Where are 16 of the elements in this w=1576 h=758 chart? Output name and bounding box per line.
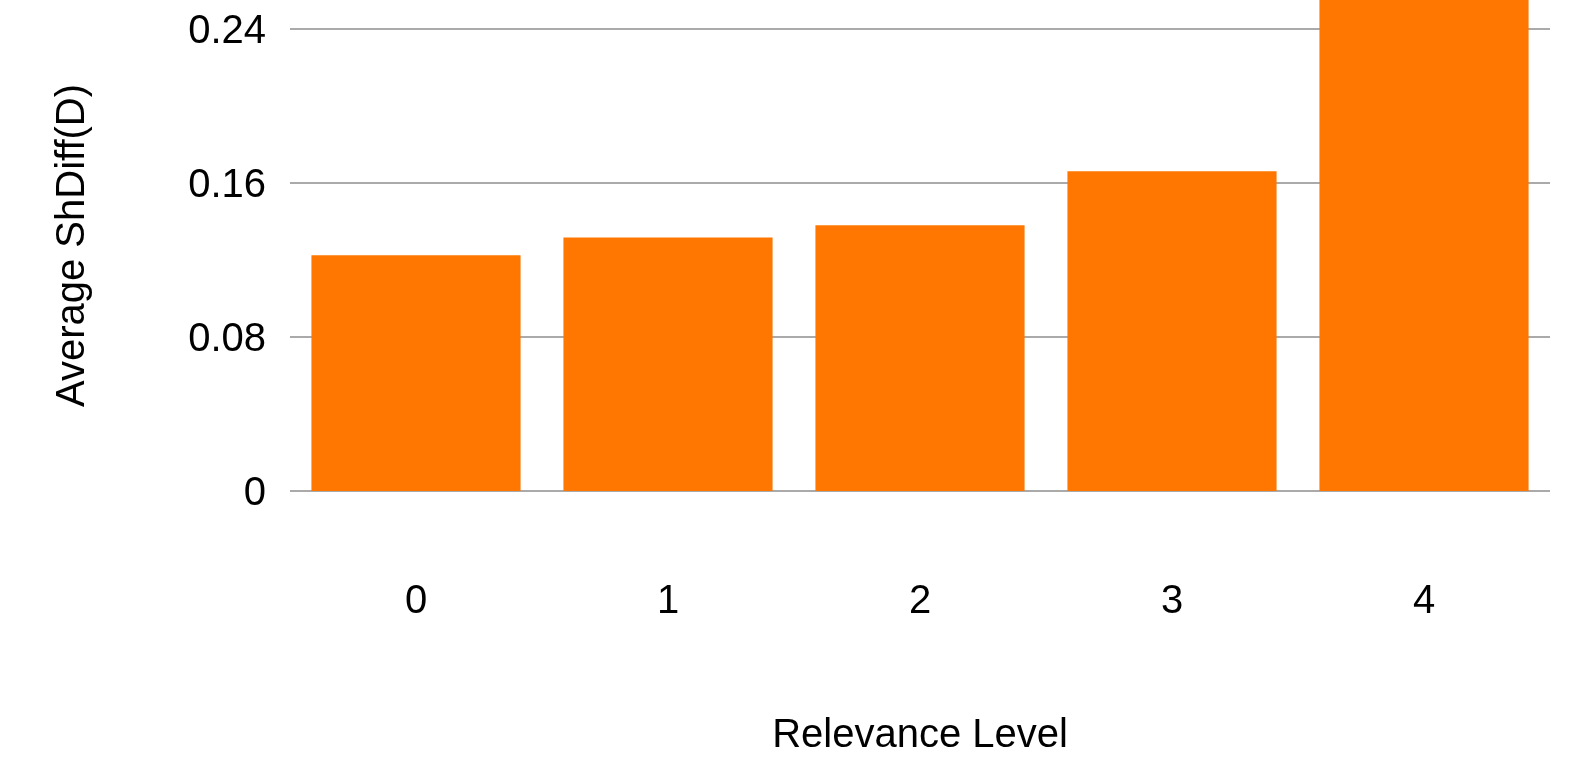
x-tick-label: 1: [656, 577, 680, 621]
x-tick-label: 0: [404, 577, 428, 621]
y-axis-title: Average ShDiff(D): [48, 83, 92, 408]
bar: [563, 237, 773, 491]
bar: [1067, 171, 1277, 491]
bar: [311, 255, 521, 491]
bar: [815, 225, 1025, 491]
y-tick-label: 0.08: [188, 314, 266, 359]
x-axis-title: Relevance Level: [772, 711, 1068, 755]
y-tick-label: 0.16: [188, 160, 266, 205]
x-tick-label: 3: [1160, 577, 1184, 621]
y-tick-label: 0: [243, 469, 266, 513]
x-tick-label: 4: [1412, 577, 1436, 621]
bar: [1319, 0, 1529, 491]
x-tick-label: 2: [908, 577, 932, 621]
y-tick-label: 0.24: [188, 6, 266, 51]
